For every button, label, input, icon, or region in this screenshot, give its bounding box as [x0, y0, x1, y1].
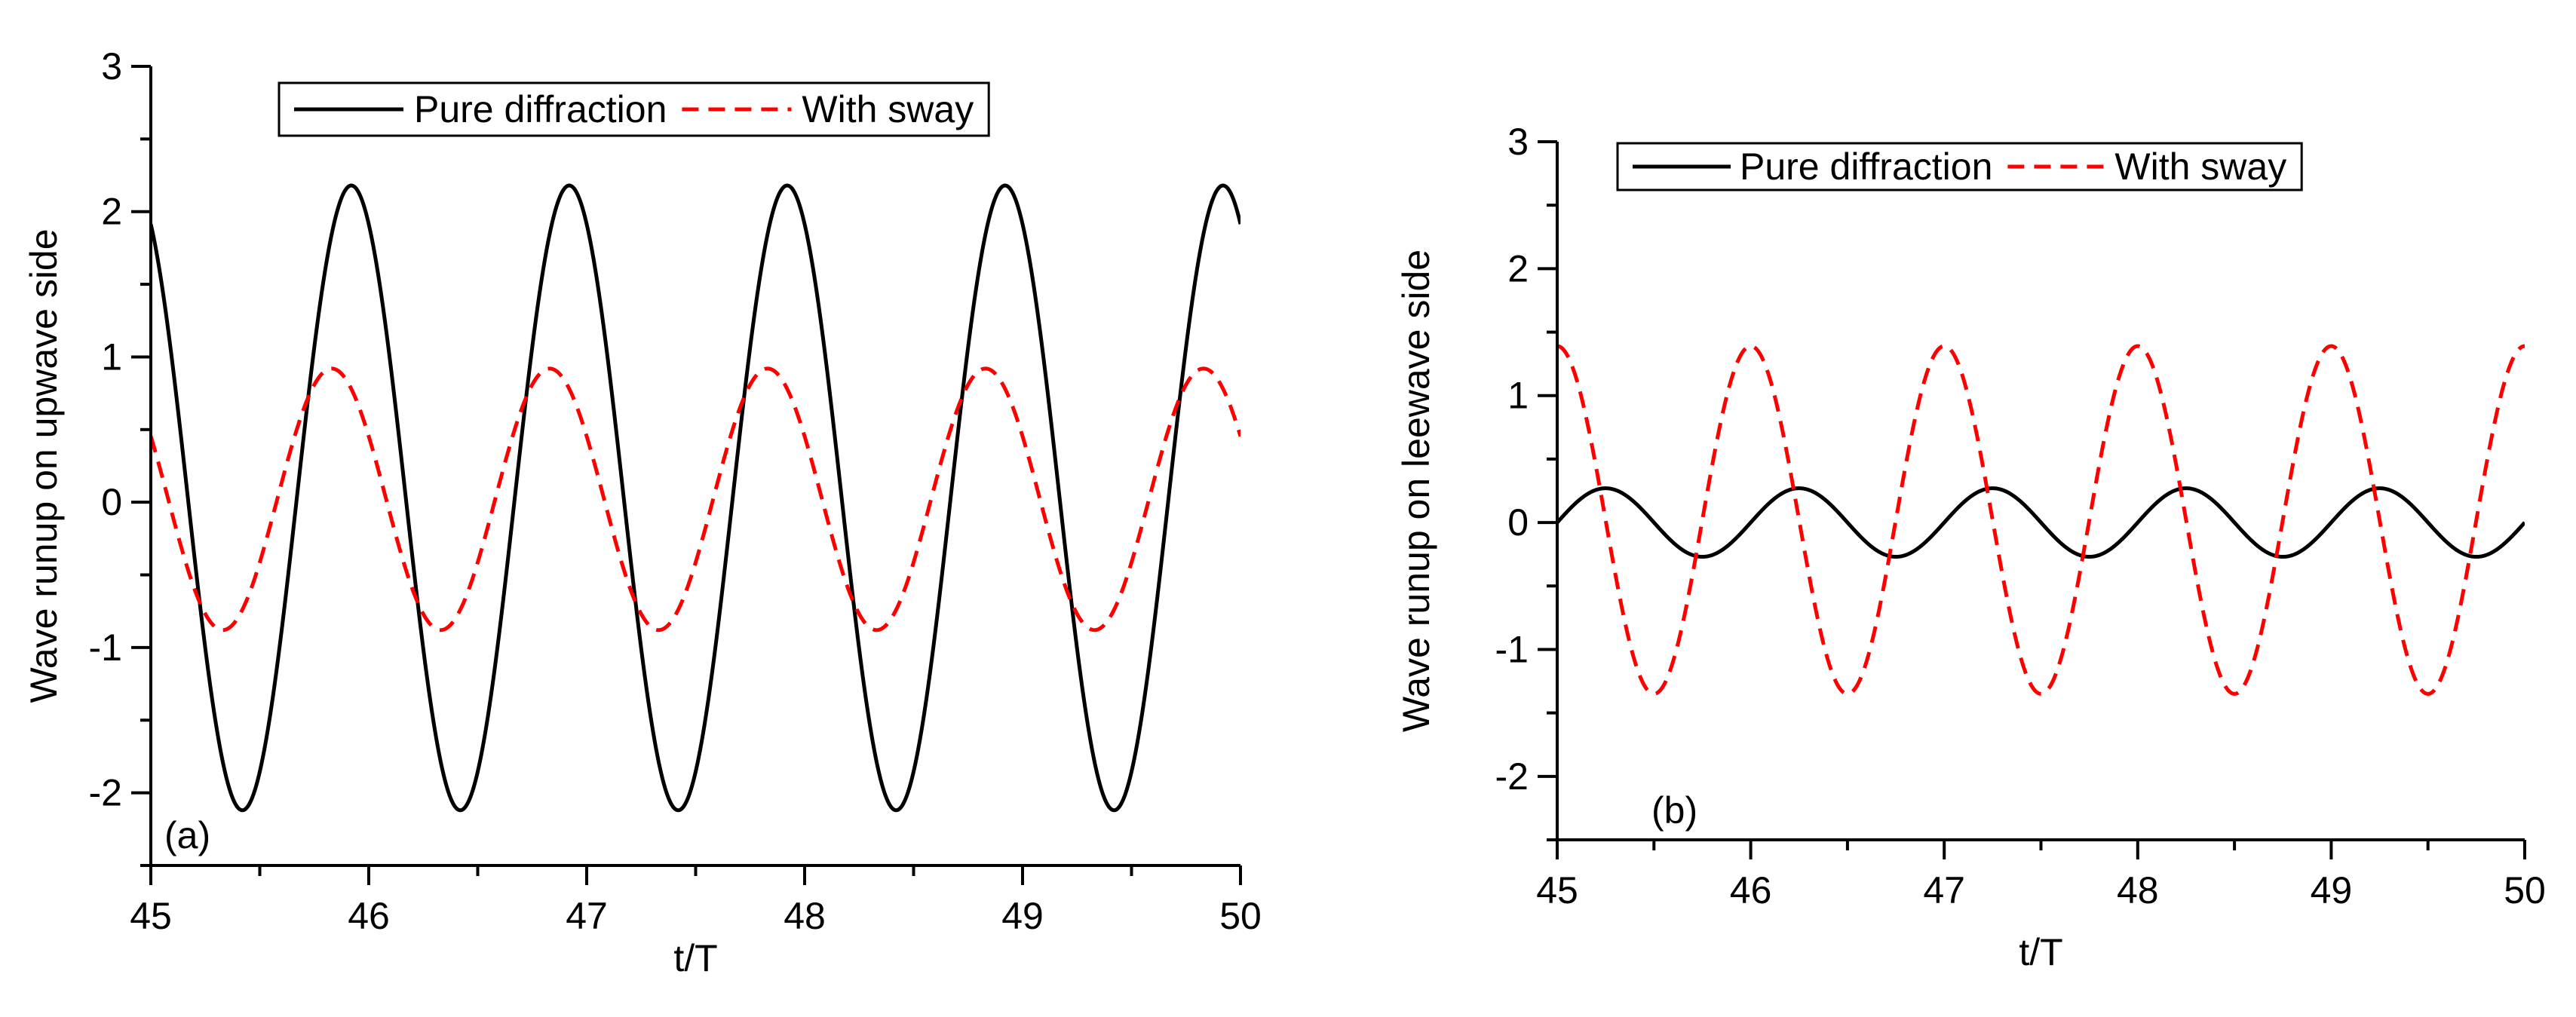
- panel-label-a: (a): [164, 814, 210, 856]
- chart-panel-a: 45 46 47 48 49 50 -2 -1 0 1 2 3 t/T Wave runup on u…: [23, 45, 1262, 979]
- y-tick-label-1: 2: [1507, 247, 1529, 289]
- y-tick-label-1: -2: [1495, 755, 1529, 798]
- x-tick-label-1: 48: [2117, 869, 2159, 911]
- x-tick-label-0: 50: [1219, 895, 1262, 937]
- y-tick-label-0: 1: [101, 335, 122, 378]
- series-layer-a: [151, 185, 1240, 810]
- series-line-pure-diffraction-0: [151, 185, 1240, 810]
- figure: 45 46 47 48 49 50 -2 -1 0 1 2 3 t/T Wave runup on u…: [0, 0, 2576, 1017]
- y-axis-title-b: Wave runup on leewave side: [1395, 250, 1437, 732]
- y-tick-label-1: 0: [1507, 501, 1529, 544]
- legend-label-pure-diffraction-b: Pure diffraction: [1740, 146, 1992, 188]
- legend-label-pure-diffraction-a: Pure diffraction: [414, 88, 667, 130]
- x-tick-label-1: 49: [2311, 869, 2353, 911]
- x-tick-label-0: 47: [566, 895, 608, 937]
- x-tick-label-0: 48: [784, 895, 826, 937]
- x-tick-label-1: 47: [1923, 869, 1965, 911]
- ticks-layer-a: 45 46 47 48 49 50 -2 -1 0 1 2 3: [89, 45, 1262, 937]
- x-tick-label-0: 46: [348, 895, 390, 937]
- series-layer-b: [1557, 346, 2525, 694]
- x-tick-label-1: 46: [1730, 869, 1772, 911]
- legend-label-with-sway-a: With sway: [802, 88, 974, 130]
- x-axis-title-b: t/T: [2019, 931, 2062, 973]
- x-tick-label-1: 50: [2504, 869, 2546, 911]
- x-tick-label-0: 45: [130, 895, 172, 937]
- series-line-with-sway-0: [151, 369, 1240, 630]
- legend-label-with-sway-b: With sway: [2114, 146, 2286, 188]
- y-tick-label-0: 3: [101, 45, 122, 87]
- y-tick-label-0: 0: [101, 481, 122, 523]
- axes-layer-b: [1557, 142, 2525, 840]
- x-tick-label-0: 49: [1001, 895, 1044, 937]
- x-axis-title-a: t/T: [673, 937, 717, 979]
- panel-label-b: (b): [1651, 789, 1697, 832]
- legend-a: Pure diffraction With sway: [279, 83, 989, 136]
- y-tick-label-0: 2: [101, 191, 122, 233]
- chart-panel-b: 45 46 47 48 49 50 -2 -1 0 1 2 3 t/T Wave runup on l…: [1395, 121, 2546, 973]
- legend-b: Pure diffraction With sway: [1618, 143, 2302, 190]
- y-tick-label-1: 3: [1507, 121, 1529, 163]
- axes-layer-a: [151, 66, 1240, 865]
- y-tick-label-0: -2: [89, 772, 122, 814]
- x-tick-label-1: 45: [1536, 869, 1578, 911]
- y-tick-label-1: -1: [1495, 628, 1529, 670]
- y-tick-label-1: 1: [1507, 375, 1529, 417]
- y-tick-label-0: -1: [89, 626, 122, 669]
- y-axis-title-a: Wave runup on upwave side: [23, 228, 65, 703]
